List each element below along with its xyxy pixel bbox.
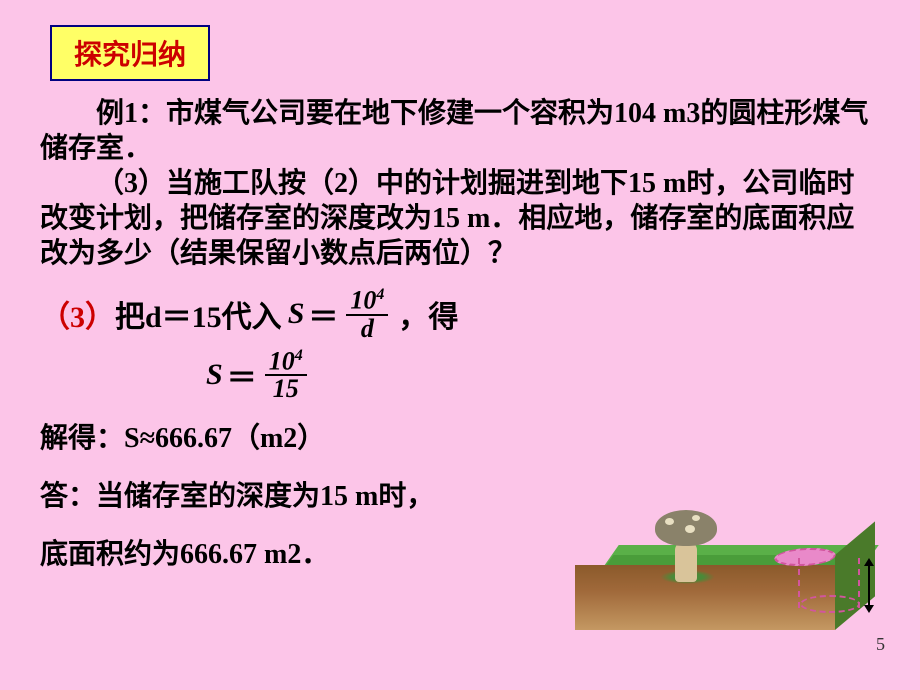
problem-line3: 当施工队按（2）中的计划掘进到地下 [166,168,628,199]
formula2-numerator: 104 [265,348,307,377]
section-title: 探究归纳 [74,40,186,71]
formula1-fraction: 104 d [346,287,388,342]
step1-text-a: 把d＝15代入 [115,292,282,336]
solution-step1: （3） 把d＝15代入 S ＝ 104 d ，得 [30,287,890,342]
page-number: 5 [876,634,885,655]
formula-s-equals-10000-over-d: S ＝ 104 d [288,287,393,342]
solution-step2: S ＝ 104 15 [200,348,890,403]
depth-dimension-arrow [863,558,875,613]
formula2-fraction: 104 15 [265,348,307,403]
cylinder-right-edge [858,558,860,608]
problem-statement: 例1：市煤气公司要在地下修建一个容积为104 m3的圆柱形煤气储存室． （3）当… [30,96,890,271]
mushroom-stem [675,542,697,582]
formula1-var: S [288,297,305,331]
section-title-box: 探究归纳 [50,25,210,81]
example-prefix: 例1： [96,98,166,129]
part3-prefix: （3） [96,168,166,199]
formula1-numerator: 104 [346,287,388,316]
mushroom-spot [685,525,695,533]
mushroom-spot [665,518,674,525]
mushroom-spot [692,515,700,521]
formula1-eq: ＝ [308,292,338,336]
formula2-denominator: 15 [269,376,303,402]
step1-text-b: ，得 [398,292,458,336]
arrowhead-down-icon [864,605,874,613]
formula1-denominator: d [357,316,378,342]
formula-s-equals-10000-over-15: S ＝ 104 15 [206,348,311,403]
mushroom-icon [640,500,730,590]
formula2-eq: ＝ [227,353,257,397]
problem-line1: 市煤气公司要在地下修建一个容积为 [166,98,614,129]
formula2-var: S [206,358,223,392]
cylinder-bottom-ellipse [800,595,860,613]
step1-prefix: （3） [40,292,115,336]
cylinder-left-edge [798,558,800,608]
solution-result: 解得：S≈666.67（m2） [30,416,890,456]
slide-content: 探究归纳 例1：市煤气公司要在地下修建一个容积为104 m3的圆柱形煤气储存室．… [0,0,920,690]
dimension-line [868,561,870,610]
ground-illustration [610,500,870,650]
